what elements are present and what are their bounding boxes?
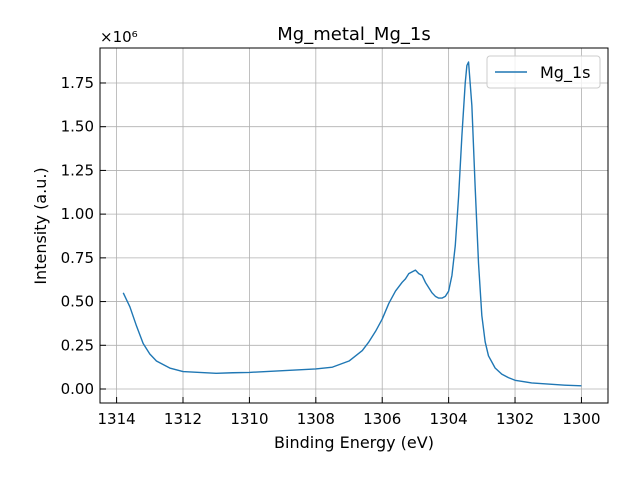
plot-frame xyxy=(99,47,609,404)
legend-label: Mg_1s xyxy=(540,63,590,83)
x-tick-label: 1304 xyxy=(430,410,468,428)
legend-box xyxy=(486,55,601,89)
x-tick-label: 1310 xyxy=(230,410,268,428)
y-tick-label: 1.50 xyxy=(61,118,94,136)
x-tick-label: 1308 xyxy=(297,410,335,428)
x-tick-label: 1306 xyxy=(363,410,401,428)
grid xyxy=(100,48,608,403)
y-tick-label: 1.00 xyxy=(61,205,94,223)
y-tick-label: 0.50 xyxy=(61,293,94,311)
legend: Mg_1s xyxy=(486,55,601,89)
chart-title: Mg_metal_Mg_1s xyxy=(277,24,430,45)
x-tick-label: 1314 xyxy=(98,410,136,428)
ticks: 1314 1312 1310 1308 1306 1304 1302 1300 0.00 0.25… xyxy=(61,74,601,428)
x-tick-label: 1300 xyxy=(562,410,600,428)
x-tick-label: 1302 xyxy=(496,410,534,428)
y-tick-label: 0.00 xyxy=(61,380,94,398)
x-tick-label: 1312 xyxy=(164,410,202,428)
y-axis-label: Intensity (a.u.) xyxy=(31,167,50,284)
y-tick-label: 0.75 xyxy=(61,249,94,267)
series-line-mg-1s xyxy=(122,61,582,387)
y-axis-multiplier: ×10⁶ xyxy=(100,28,138,46)
y-tick-label: 1.75 xyxy=(61,74,94,92)
y-tick-label: 0.25 xyxy=(61,336,94,354)
x-axis-label: Binding Energy (eV) xyxy=(274,433,434,452)
y-tick-label: 1.25 xyxy=(61,161,94,179)
series-layer xyxy=(122,61,582,387)
